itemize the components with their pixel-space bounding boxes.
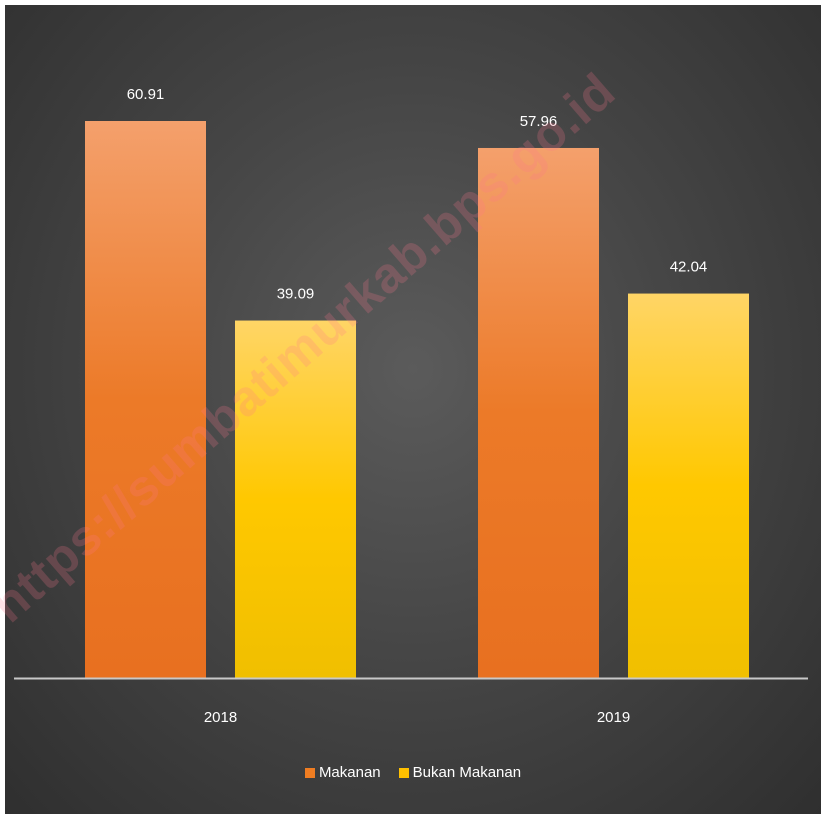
legend-label-bukan-makanan: Bukan Makanan	[412, 764, 522, 781]
bar-makanan-2018	[85, 121, 206, 678]
legend-swatch-makanan	[304, 767, 315, 778]
bar-bukan-makanan-2018	[235, 320, 356, 678]
legend-item-makanan: Makanan	[304, 764, 381, 781]
bar-bukan-makanan-2019	[628, 293, 749, 678]
legend-item-bukan-makanan: Bukan Makanan	[398, 764, 522, 781]
legend-label-makanan: Makanan	[318, 764, 381, 781]
x-tick-label-2018: 2018	[204, 709, 237, 726]
data-label: 39.09	[277, 286, 315, 303]
data-label: 42.04	[670, 259, 708, 276]
x-tick-label-2019: 2019	[597, 709, 630, 726]
legend-swatch-bukan-makanan	[398, 767, 409, 778]
data-label: 57.96	[520, 113, 558, 130]
legend: Makanan Bukan Makanan	[0, 764, 826, 781]
bar-makanan-2019	[478, 147, 599, 678]
data-label: 60.91	[127, 86, 165, 103]
